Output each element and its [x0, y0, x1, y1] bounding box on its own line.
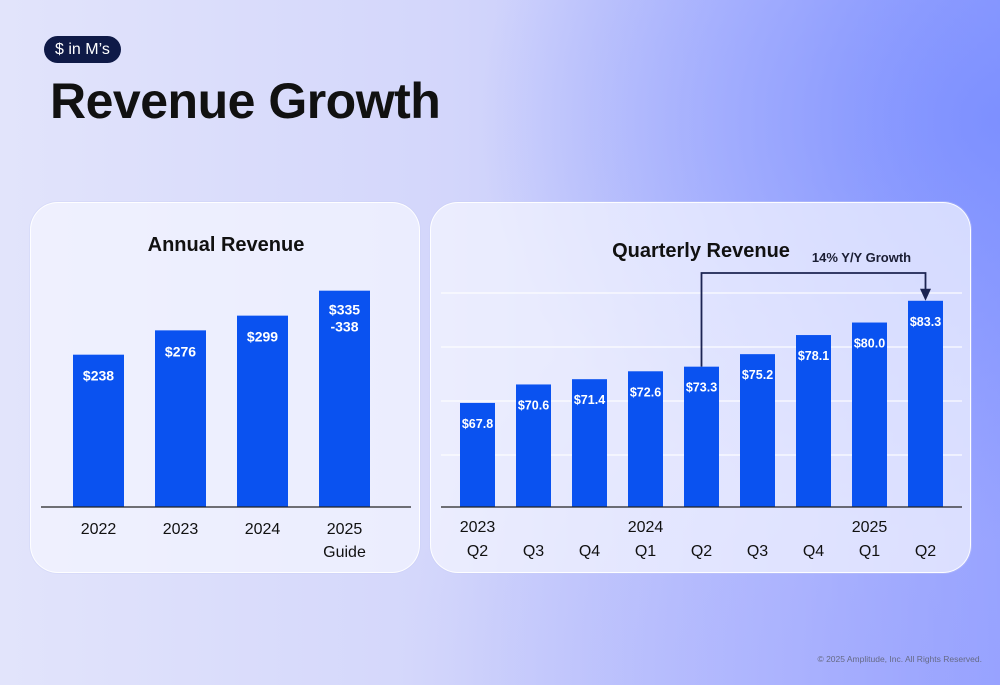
quarterly-value-label: $67.8: [462, 417, 493, 431]
quarterly-bar-2023-q3: [516, 384, 551, 507]
quarterly-value-label: $83.3: [910, 315, 941, 329]
growth-annotation-arrowhead: [920, 288, 931, 301]
quarterly-year-label: 2024: [628, 519, 664, 536]
growth-annotation-line: [700, 272, 927, 367]
quarterly-quarter-label: Q2: [915, 543, 936, 560]
quarterly-revenue-panel: Quarterly Revenue $67.8 2023 Q2 $70.6 Q3 $71.4…: [430, 202, 971, 573]
annual-value-label: $299: [247, 329, 278, 345]
annual-revenue-panel: Annual Revenue $238 2022 $276 2023 $299 2024 $3…: [30, 202, 420, 573]
quarterly-bar-2025-q2: [908, 300, 943, 507]
quarterly-quarter-label: Q1: [635, 543, 656, 560]
annual-revenue-chart: Annual Revenue $238 2022 $276 2023 $299 2024 $3…: [41, 234, 411, 561]
quarterly-year-label: 2023: [460, 519, 496, 536]
annual-bar-2024: [237, 315, 288, 507]
copyright-notice: © 2025 Amplitude, Inc. All Rights Reserv…: [817, 654, 982, 664]
annual-bar-2025-guide: [319, 290, 370, 507]
quarterly-value-label: $78.1: [798, 349, 829, 363]
quarterly-bar-2024-q2: [684, 366, 719, 507]
quarterly-revenue-chart: Quarterly Revenue $67.8 2023 Q2 $70.6 Q3 $71.4…: [441, 240, 962, 560]
quarterly-bar-2023-q2: [460, 402, 495, 507]
quarterly-quarter-label: Q4: [803, 543, 824, 560]
annual-value-label: $335: [329, 302, 360, 318]
quarterly-quarter-label: Q2: [691, 543, 712, 560]
annual-category-label: 2023: [163, 521, 199, 538]
quarterly-quarter-label: Q2: [467, 543, 488, 560]
page-title: Revenue Growth: [50, 73, 441, 129]
currency-unit-badge: $ in M’s: [44, 36, 121, 63]
quarterly-bar-2024-q3: [740, 354, 775, 507]
annual-bar-2023: [155, 330, 206, 507]
quarterly-quarter-label: Q3: [747, 543, 768, 560]
quarterly-quarter-label: Q3: [523, 543, 544, 560]
quarterly-value-label: $80.0: [854, 337, 885, 351]
quarterly-bar-2025-q1: [852, 322, 887, 507]
quarterly-quarter-label: Q1: [859, 543, 880, 560]
quarterly-quarter-label: Q4: [579, 543, 600, 560]
annual-category-label: Guide: [323, 544, 366, 561]
quarterly-value-label: $71.4: [574, 393, 605, 407]
quarterly-value-label: $72.6: [630, 385, 661, 399]
annual-category-label: 2024: [245, 521, 281, 538]
quarterly-year-label: 2025: [852, 519, 888, 536]
growth-annotation-label: 14% Y/Y Growth: [812, 250, 911, 265]
annual-value-label: $238: [83, 368, 114, 384]
quarterly-value-label: $70.6: [518, 398, 549, 412]
quarterly-value-label: $73.3: [686, 381, 717, 395]
quarterly-value-label: $75.2: [742, 368, 773, 382]
annual-value-label: -338: [330, 319, 358, 335]
quarterly-chart-title: Quarterly Revenue: [612, 240, 790, 262]
annual-category-label: 2022: [81, 521, 117, 538]
quarterly-bar-2023-q4: [572, 379, 607, 507]
annual-bar-2022: [73, 354, 124, 507]
annual-category-label: 2025: [327, 521, 363, 538]
annual-value-label: $276: [165, 343, 196, 359]
quarterly-bar-2024-q4: [796, 335, 831, 507]
annual-chart-title: Annual Revenue: [148, 234, 305, 256]
quarterly-bar-2024-q1: [628, 371, 663, 507]
